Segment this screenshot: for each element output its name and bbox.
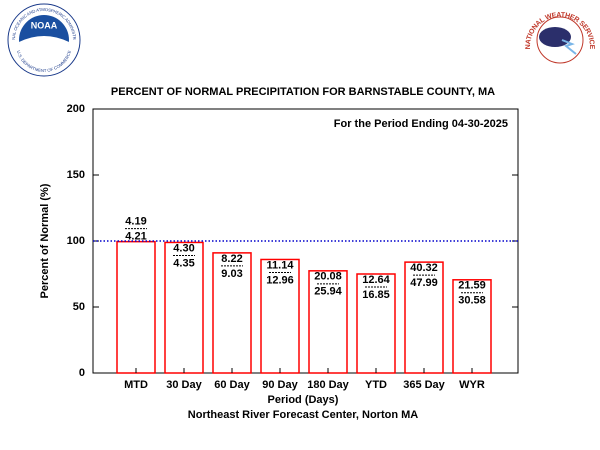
bar [164, 241, 204, 374]
observed-label: 11.14 [267, 259, 295, 271]
x-tick-label: MTD [124, 379, 148, 391]
noaa-logo: NOAA NATIONAL OCEANIC AND ATMOSPHERIC AD… [0, 0, 81, 77]
normal-label: 4.21 [125, 231, 146, 243]
y-tick-label: 200 [67, 103, 85, 115]
y-tick-label: 100 [67, 235, 85, 247]
observed-label: 21.59 [458, 280, 486, 292]
credit: Northeast River Forecast Center, Norton … [188, 409, 418, 421]
bar [260, 258, 300, 374]
noaa-name: NOAA [31, 20, 58, 30]
y-tick-label: 50 [73, 301, 85, 313]
chart-title: PERCENT OF NORMAL PRECIPITATION FOR BARN… [111, 86, 495, 98]
nws-logo: NATIONAL WEATHER SERVICE [525, 12, 595, 64]
normal-label: 4.35 [173, 257, 194, 269]
normal-label: 9.03 [221, 268, 242, 280]
observed-label: 4.30 [173, 242, 194, 254]
x-tick-label: 365 Day [403, 379, 445, 391]
normal-label: 12.96 [266, 274, 294, 286]
observed-label: 8.22 [221, 253, 242, 265]
observed-label: 4.19 [125, 216, 146, 228]
x-tick-label: 180 Day [307, 379, 349, 391]
bar [116, 240, 156, 374]
observed-label: 20.08 [314, 271, 342, 283]
x-tick-label: WYR [459, 379, 485, 391]
normal-label: 47.99 [410, 277, 438, 289]
x-tick-label: 30 Day [166, 379, 202, 391]
y-tick-label: 150 [67, 169, 85, 181]
bar [404, 261, 444, 374]
x-tick-label: 90 Day [262, 379, 298, 391]
normal-label: 16.85 [362, 289, 390, 301]
x-tick-label: YTD [365, 379, 387, 391]
y-axis-label: Percent of Normal (%) [39, 183, 51, 298]
observed-label: 40.32 [410, 262, 438, 274]
y-tick-label: 0 [79, 367, 85, 379]
annotation: For the Period Ending 04-30-2025 [334, 118, 508, 130]
normal-label: 30.58 [458, 295, 486, 307]
x-axis-label: Period (Days) [268, 394, 339, 406]
observed-label: 12.64 [362, 274, 390, 286]
x-tick-label: 60 Day [214, 379, 250, 391]
normal-label: 25.94 [314, 286, 342, 298]
